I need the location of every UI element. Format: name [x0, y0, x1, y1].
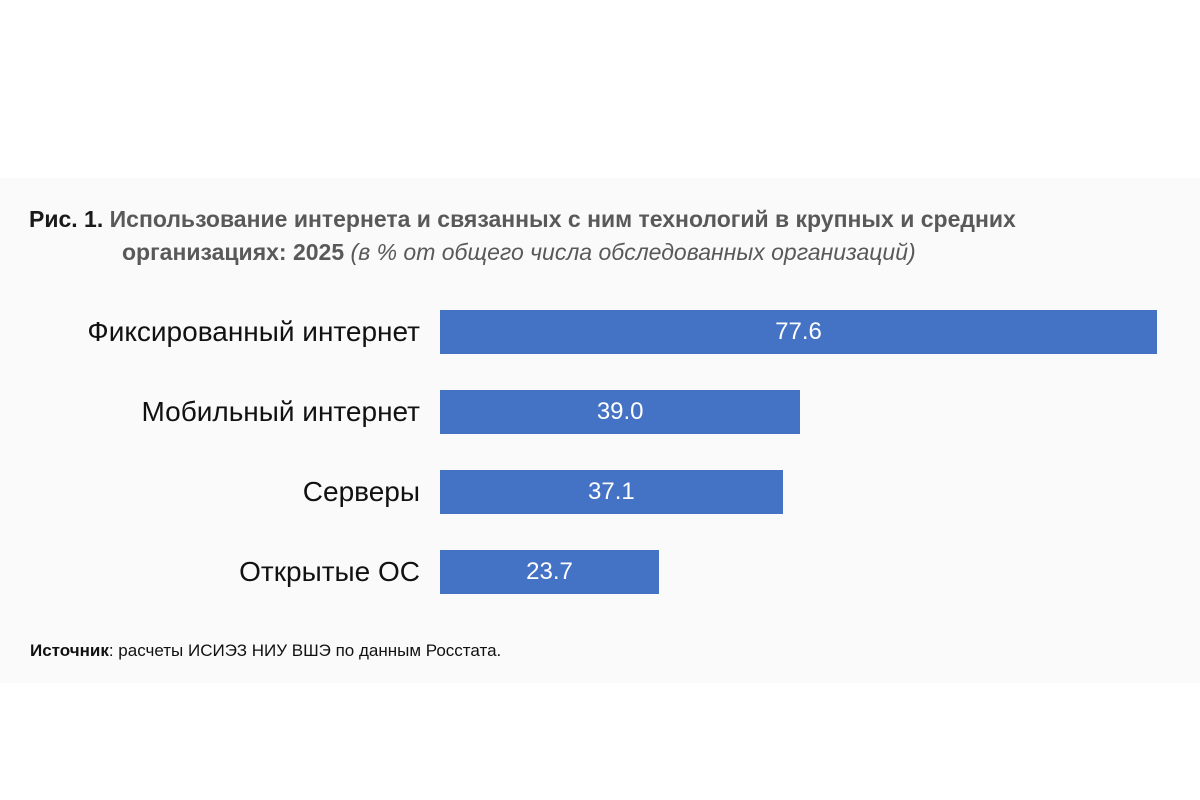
source-text: : расчеты ИСИЭЗ НИУ ВШЭ по данным Росста…	[108, 641, 502, 660]
bar-4	[440, 550, 659, 594]
value-label-3: 37.1	[588, 478, 635, 505]
value-label-1: 77.6	[775, 318, 822, 345]
category-label-1: Фиксированный интернет	[87, 316, 420, 347]
value-label-2: 39.0	[596, 398, 644, 425]
chart-title-text-2: организациях: 2025	[122, 239, 345, 265]
source-note: Источник: расчеты ИСИЭЗ НИУ ВШЭ по данны…	[30, 640, 501, 662]
bar-3	[440, 470, 783, 514]
chart-title-line-1: Рис. 1. Использование интернета и связан…	[29, 205, 1016, 233]
category-label-3: Серверы	[302, 476, 420, 507]
source-label: Источник	[30, 641, 109, 660]
chart-title-line-2: организациях: 2025 (в % от общего числа …	[122, 238, 916, 266]
category-label-4: Открытые ОС	[239, 556, 420, 587]
bar-2	[440, 390, 801, 434]
value-label-4: 23.7	[526, 558, 573, 585]
category-label-2: Мобильный интернет	[141, 396, 420, 427]
chart-title-text-1: Использование интернета и связанных с ни…	[109, 206, 1016, 232]
chart-subtitle: (в % от общего числа обследованных орган…	[350, 239, 916, 265]
figure-label: Рис. 1.	[29, 206, 104, 232]
bar-1	[440, 310, 1158, 354]
